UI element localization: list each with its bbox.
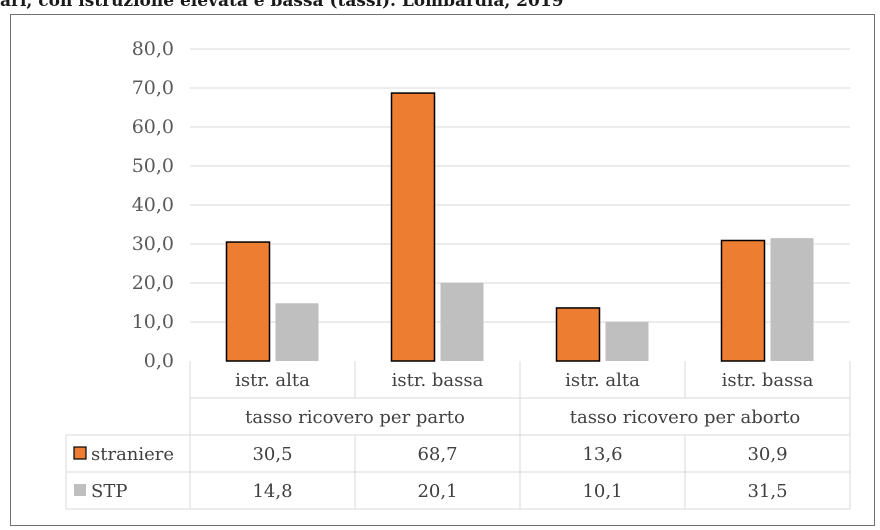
bar-straniere-2 — [557, 308, 600, 361]
bar-stp-1 — [441, 283, 484, 361]
group-label: tasso ricovero per aborto — [570, 407, 801, 428]
bar-stp-0 — [276, 303, 319, 361]
bar-straniere-0 — [227, 242, 270, 361]
y-axis-ticks: 0,0 10,0 20,0 30,0 40,0 50,0 60,0 70,0 80,0 — [132, 38, 174, 372]
category-label: istr. alta — [235, 370, 310, 391]
legend-swatch-stp — [74, 484, 86, 496]
y-tick-label: 60,0 — [132, 116, 174, 138]
data-label: 10,1 — [582, 481, 622, 502]
y-tick-label: 70,0 — [132, 77, 174, 99]
bar-straniere-1 — [392, 93, 435, 361]
legend-label: straniere — [91, 444, 174, 465]
y-tick-label: 10,0 — [132, 311, 174, 333]
data-label: 20,1 — [417, 481, 457, 502]
data-label: 31,5 — [747, 481, 787, 502]
bar-stp-2 — [606, 322, 649, 361]
data-table: istr. alta istr. bassa istr. alta istr. bas… — [66, 361, 850, 509]
bar-straniere-3 — [722, 240, 765, 361]
y-tick-label: 50,0 — [132, 155, 174, 177]
y-tick-label: 30,0 — [132, 233, 174, 255]
y-tick-label: 80,0 — [132, 38, 174, 60]
y-tick-label: 40,0 — [132, 194, 174, 216]
y-tick-label: 0,0 — [144, 350, 174, 372]
bars — [227, 93, 814, 361]
category-label: istr. alta — [565, 370, 640, 391]
data-label: 13,6 — [582, 444, 622, 465]
bar-stp-3 — [771, 238, 814, 361]
legend-swatch-straniere — [74, 447, 86, 459]
group-label: tasso ricovero per parto — [245, 407, 465, 428]
data-label: 68,7 — [417, 444, 457, 465]
data-label: 30,5 — [252, 444, 292, 465]
data-label: 30,9 — [747, 444, 787, 465]
legend-label: STP — [91, 481, 127, 502]
category-label: istr. bassa — [722, 370, 814, 391]
category-label: istr. bassa — [392, 370, 484, 391]
data-label: 14,8 — [252, 481, 292, 502]
y-tick-label: 20,0 — [132, 272, 174, 294]
